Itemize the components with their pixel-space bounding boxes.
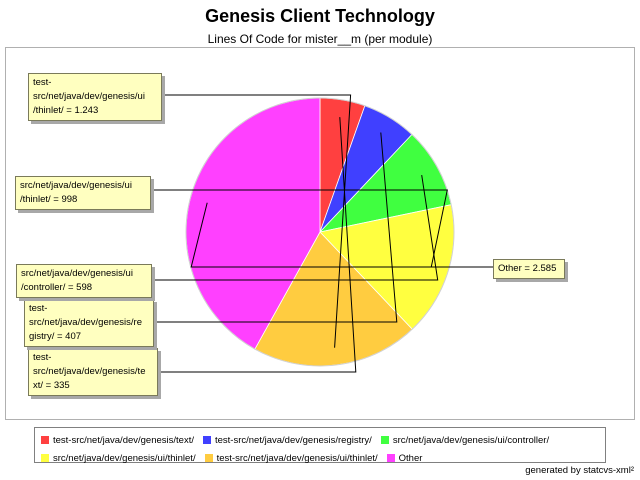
generated-by-footer: generated by statcvs-xml²: [525, 465, 634, 476]
legend: test-src/net/java/dev/genesis/text/test-…: [34, 427, 606, 466]
chart-subtitle: Lines Of Code for mister__m (per module): [207, 32, 433, 46]
legend-label-4: src/net/java/dev/genesis/ui/thinlet/: [53, 453, 196, 464]
slice-label-3: src/net/java/dev/genesis/ui /controller/…: [16, 264, 152, 298]
chart-title: Genesis Client Technology: [205, 6, 435, 26]
legend-swatch-5: [204, 454, 213, 462]
legend-swatch-4: [41, 454, 49, 462]
leader-line-2: [154, 132, 398, 323]
legend-label-5: test-src/net/java/dev/genesis/ui/thinlet…: [216, 453, 378, 464]
slice-label-1: test- src/net/java/dev/genesis/te xt/ = …: [28, 348, 158, 396]
legend-label-6: Other: [398, 453, 423, 464]
legend-label-3: src/net/java/dev/genesis/ui/controller/: [392, 435, 550, 446]
slice-label-5: test- src/net/java/dev/genesis/ui /thinl…: [28, 73, 162, 121]
legend-swatch-3: [380, 436, 389, 444]
legend-item-2: test-src/net/java/dev/genesis/registry/: [202, 434, 372, 448]
legend-swatch-6: [386, 454, 395, 462]
leader-line-3: [152, 175, 439, 281]
slice-label-4: src/net/java/dev/genesis/ui /thinlet/ = …: [15, 176, 151, 210]
leader-line-1: [158, 117, 357, 373]
legend-swatch-1: [41, 436, 49, 444]
legend-item-4: src/net/java/dev/genesis/ui/thinlet/: [41, 452, 196, 466]
legend-label-1: test-src/net/java/dev/genesis/text/: [53, 435, 194, 446]
pie-outline: [185, 97, 455, 367]
legend-item-5: test-src/net/java/dev/genesis/ui/thinlet…: [204, 452, 378, 466]
legend-swatch-2: [202, 436, 211, 444]
legend-item-6: Other: [386, 452, 423, 466]
slice-label-6: Other = 2.585: [493, 259, 565, 279]
legend-item-3: src/net/java/dev/genesis/ui/controller/: [380, 434, 550, 448]
leader-line-4: [151, 189, 448, 267]
legend-item-1: test-src/net/java/dev/genesis/text/: [41, 434, 194, 448]
legend-label-2: test-src/net/java/dev/genesis/registry/: [214, 435, 372, 446]
leader-line-5: [162, 94, 352, 348]
slice-label-2: test- src/net/java/dev/genesis/re gistry…: [24, 299, 154, 347]
leader-line-6: [190, 202, 493, 268]
